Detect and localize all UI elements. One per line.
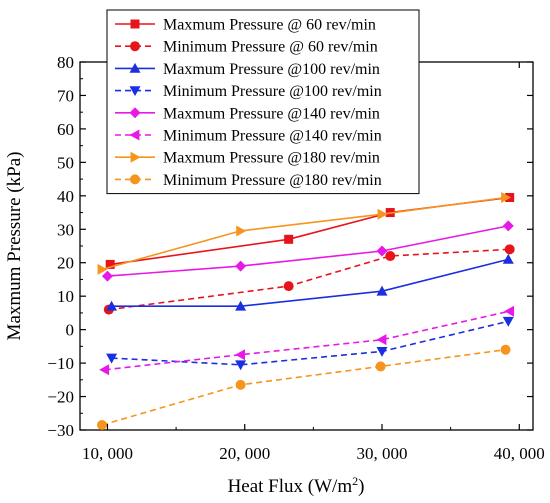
legend: Maxmum Pressure @ 60 rev/min Minimum Pres… (106, 9, 420, 195)
data-point (504, 305, 515, 317)
data-point (99, 364, 110, 376)
legend-entry-5: Maxmum Pressure @140 rev/min (115, 105, 380, 122)
legend-swatch-marker (130, 151, 141, 163)
x-tick-label: 40, 000 (494, 444, 545, 463)
data-point (96, 419, 107, 430)
data-point (376, 285, 388, 296)
legend-label: Maxmum Pressure @180 rev/min (163, 150, 380, 167)
series-2 (103, 244, 515, 315)
legend-entry-2: Minimum Pressure @ 60 rev/min (115, 39, 378, 56)
y-tick-label: 10 (57, 287, 74, 306)
legend-entry-1: Maxmum Pressure @ 60 rev/min (115, 17, 376, 34)
data-point (502, 253, 514, 264)
data-point (235, 260, 247, 272)
data-point (235, 379, 246, 390)
data-point (500, 344, 511, 355)
legend-box (106, 9, 420, 195)
data-point (376, 334, 387, 346)
series-line (110, 196, 510, 266)
data-point (235, 360, 247, 371)
legend-label: Minimum Pressure @100 rev/min (163, 83, 382, 100)
legend-entry-6: Minimum Pressure @140 rev/min (115, 128, 382, 145)
y-tick-label: −10 (47, 354, 74, 373)
data-point (504, 244, 515, 255)
data-point (106, 353, 118, 364)
x-axis-title-main: Heat Flux (W/m (228, 476, 353, 497)
y-tick-label: 30 (57, 220, 74, 239)
series-3 (106, 253, 514, 311)
data-point (385, 251, 396, 262)
data-point (502, 220, 514, 232)
x-tick-label: 30, 000 (357, 444, 408, 463)
data-point (101, 270, 113, 282)
legend-swatch-marker (129, 107, 141, 119)
y-tick-label: 60 (57, 120, 74, 139)
series-line (104, 310, 510, 371)
data-point (376, 245, 388, 257)
legend-swatch-marker (130, 174, 140, 185)
series-line (101, 196, 506, 271)
series-line (111, 320, 509, 366)
legend-swatch-marker (130, 41, 140, 52)
x-axis-title-superscript: 2 (352, 474, 358, 488)
series-line (101, 348, 506, 426)
y-axis-title: Maxmum Pressure (kPa) (4, 152, 25, 341)
legend-label: Maxmum Pressure @140 rev/min (163, 105, 380, 122)
data-point (235, 300, 247, 311)
series-5 (101, 220, 514, 282)
y-tick-label: −20 (47, 388, 74, 407)
legend-label: Maxmum Pressure @100 rev/min (163, 61, 380, 78)
data-point (97, 263, 108, 275)
legend-swatch-marker (129, 86, 141, 97)
legend-label: Minimum Pressure @140 rev/min (163, 128, 382, 145)
legend-entry-7: Maxmum Pressure @180 rev/min (115, 150, 380, 167)
y-tick-label: 40 (57, 187, 74, 206)
y-tick-label: 0 (66, 321, 75, 340)
series-layer (96, 191, 515, 430)
legend-entry-3: Maxmum Pressure @100 rev/min (115, 61, 380, 78)
data-point (376, 346, 388, 357)
data-point (377, 208, 388, 220)
legend-swatch-marker (130, 19, 140, 29)
series-8 (96, 344, 511, 430)
series-line (107, 225, 509, 277)
legend-label: Maxmum Pressure @ 60 rev/min (163, 17, 376, 34)
data-point (235, 349, 246, 361)
legend-label: Minimum Pressure @180 rev/min (163, 172, 382, 189)
legend-swatch-marker (129, 129, 140, 141)
data-point (502, 316, 514, 327)
y-tick-label: 70 (57, 86, 74, 105)
y-tick-label: 80 (57, 53, 74, 72)
series-7 (97, 191, 512, 275)
legend-label: Minimum Pressure @ 60 rev/min (163, 39, 378, 56)
legend-swatch-marker (129, 62, 141, 73)
y-tick-label: 20 (57, 254, 74, 273)
axes-layer: −30 −20 −10 0 10 20 30 40 50 60 70 80 10, 000 20, 000… (47, 53, 544, 463)
x-axis-title-close: ) (358, 476, 364, 497)
data-point (501, 191, 512, 203)
x-tick-label: 10, 000 (82, 444, 133, 463)
series-line (111, 258, 509, 307)
legend-entry-8: Minimum Pressure @180 rev/min (115, 172, 382, 189)
legend-entry-4: Minimum Pressure @100 rev/min (115, 83, 382, 100)
data-point (106, 300, 118, 311)
y-tick-label: 50 (57, 153, 74, 172)
x-tick-label: 20, 000 (219, 444, 270, 463)
y-tick-label: −30 (47, 421, 74, 440)
series-6 (99, 305, 515, 376)
data-point (105, 259, 115, 269)
data-point (283, 281, 294, 292)
series-line (108, 248, 510, 311)
x-axis-title: Heat Flux (W/m2) (228, 474, 365, 497)
data-point (284, 234, 294, 244)
data-point (236, 225, 247, 237)
data-point (375, 361, 386, 372)
